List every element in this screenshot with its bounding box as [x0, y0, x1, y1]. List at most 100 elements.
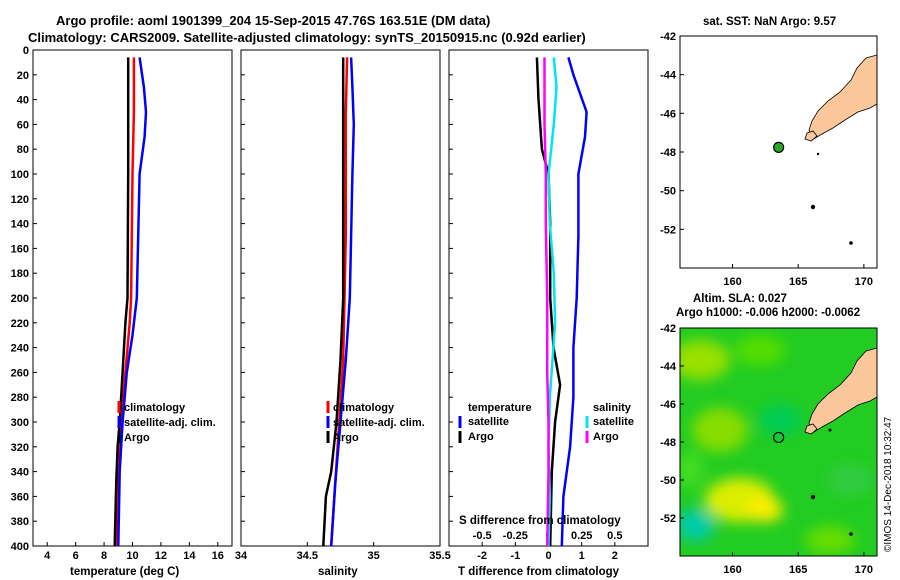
sst-map-tick-labels: 160 165 170 -42 -44 -46 -48 -50 -52 [660, 31, 873, 288]
legend-temperature-title: temperature [468, 402, 532, 414]
series-t-satellite [560, 57, 588, 547]
depth-tick-label: 360 [11, 491, 29, 503]
difference-panel: -2 -1 0 1 2 -0.5 -0.25 0 0.25 0.5 T difference f… [448, 49, 649, 578]
latitude-tick-label: -42 [660, 323, 676, 335]
t-difference-xlabel: T difference from climatology [458, 566, 620, 578]
depth-tick-label: 0 [23, 45, 29, 57]
depth-tick-label: 100 [11, 169, 29, 181]
depth-tick-label: 320 [11, 442, 29, 454]
title-line-1: Argo profile: aoml 1901399_204 15-Sep-20… [56, 13, 490, 28]
t-difference-tick-label: 0 [545, 550, 551, 562]
latitude-tick-label: -52 [660, 224, 676, 236]
t-difference-tick-label: -1 [510, 550, 520, 562]
sla-map-tick-labels: 160 165 170 -42 -44 -46 -48 -50 -52 [660, 323, 873, 576]
difference-legend: temperature satellite Argo salinity sate… [458, 402, 634, 443]
salinity-legend: climatology satellite-adj. clim. Argo [326, 401, 425, 444]
sla-anomaly [692, 408, 748, 452]
depth-tick-label: 240 [11, 343, 29, 355]
campbell-island [849, 532, 853, 536]
temperature-tick-label: 6 [73, 550, 79, 562]
sla-anomaly [805, 526, 855, 554]
legend-argo-label: Argo [124, 432, 150, 444]
depth-tick-label: 220 [11, 318, 29, 330]
temperature-tick-label: 10 [126, 550, 138, 562]
stewart-island-land [804, 130, 818, 142]
snares-island [816, 152, 820, 156]
t-difference-tick-label: 1 [579, 550, 585, 562]
salinity-tick-label: 34.5 [297, 550, 318, 562]
temperature-tick-label: 12 [155, 550, 167, 562]
sla-anomaly [758, 404, 802, 436]
series-satellite-adj-clim- [117, 57, 148, 547]
latitude-tick-label: -48 [660, 147, 676, 159]
depth-tick-label: 180 [11, 268, 29, 280]
depth-tick-label: 260 [11, 367, 29, 379]
snares-island [828, 428, 832, 432]
temperature-xlabel: temperature (deg C) [70, 566, 179, 578]
depth-tick-label: 140 [11, 219, 29, 231]
sst-map-land [804, 54, 877, 245]
temperature-legend: climatology satellite-adj. clim. Argo [117, 401, 216, 444]
salinity-panel: 34 34.5 35 35.5 salinity climatology satell… [235, 49, 451, 578]
stewart-island-land [804, 423, 818, 435]
latitude-tick-label: -48 [660, 437, 676, 449]
series-argo [113, 57, 130, 547]
depth-tick-label: 60 [17, 119, 29, 131]
legend-satellite-label: satellite-adj. clim. [124, 417, 216, 429]
sla-field [680, 328, 877, 556]
depth-tick-label: 400 [11, 541, 29, 553]
depth-tick-label: 160 [11, 243, 29, 255]
campbell-island [849, 241, 853, 245]
depth-tick-label: 80 [17, 144, 29, 156]
series-satellite-adj-clim- [329, 57, 356, 547]
temperature-tick-labels: 4 6 8 10 12 14 16 [44, 542, 224, 562]
depth-tick-label: 380 [11, 516, 29, 528]
longitude-tick-label: 165 [789, 564, 807, 576]
longitude-tick-label: 170 [855, 564, 873, 576]
s-difference-tick-label: -0.25 [503, 530, 528, 542]
difference-series [535, 57, 588, 547]
series-t-argo [535, 57, 562, 547]
depth-tick-label: 280 [11, 392, 29, 404]
series-argo [322, 57, 345, 547]
latitude-tick-label: -46 [660, 108, 676, 120]
auckland-islands [810, 204, 816, 210]
longitude-tick-label: 170 [855, 276, 873, 288]
temperature-tick-label: 16 [212, 550, 224, 562]
argo-position-marker [773, 141, 785, 153]
series-s-argo [543, 57, 550, 547]
s-difference-tick-labels: -0.5 -0.25 0 0.25 0.5 [473, 530, 623, 542]
south-island-land [808, 347, 877, 434]
depth-tick-label: 40 [17, 95, 29, 107]
temperature-series [113, 57, 148, 547]
temperature-tick-label: 8 [101, 550, 107, 562]
salinity-xlabel: salinity [318, 566, 358, 578]
latitude-tick-label: -44 [660, 361, 677, 373]
legend-t-argo-label: Argo [468, 431, 494, 443]
longitude-tick-label: 160 [723, 564, 741, 576]
s-difference-tick-label: 0.25 [571, 530, 592, 542]
imos-credit: ©IMOS 14-Dec-2018 10:32:47 [883, 416, 894, 552]
depth-tick-label: 120 [11, 194, 29, 206]
sla-anomaly [680, 340, 730, 380]
difference-depth-ticks [449, 49, 453, 547]
temperature-tick-label: 4 [44, 550, 51, 562]
latitude-tick-label: -42 [660, 31, 676, 43]
salinity-tick-label: 34 [235, 550, 248, 562]
longitude-tick-label: 160 [723, 276, 741, 288]
temperature-tick-label: 14 [183, 550, 196, 562]
legend-satellite-label: satellite-adj. clim. [333, 417, 425, 429]
depth-tick-label: 200 [11, 293, 29, 305]
depth-tick-labels: 0 20 40 60 80 100 120 140 160 180 200 220 240 260 280 3… [11, 45, 37, 553]
auckland-islands [810, 494, 816, 500]
sst-map-panel: sat. SST: NaN Argo: 9.57 160 165 170 -42 -44… [660, 16, 878, 288]
sla-anomaly [828, 465, 872, 495]
salinity-tick-labels: 34 34.5 35 35.5 [235, 542, 451, 562]
salinity-axes [240, 49, 441, 547]
s-difference-tick-label: -0.5 [473, 530, 492, 542]
sla-field-anomalies [680, 335, 872, 554]
legend-argo-label: Argo [333, 432, 359, 444]
legend-s-satellite-label: satellite [593, 416, 634, 428]
depth-tick-label: 20 [17, 70, 29, 82]
